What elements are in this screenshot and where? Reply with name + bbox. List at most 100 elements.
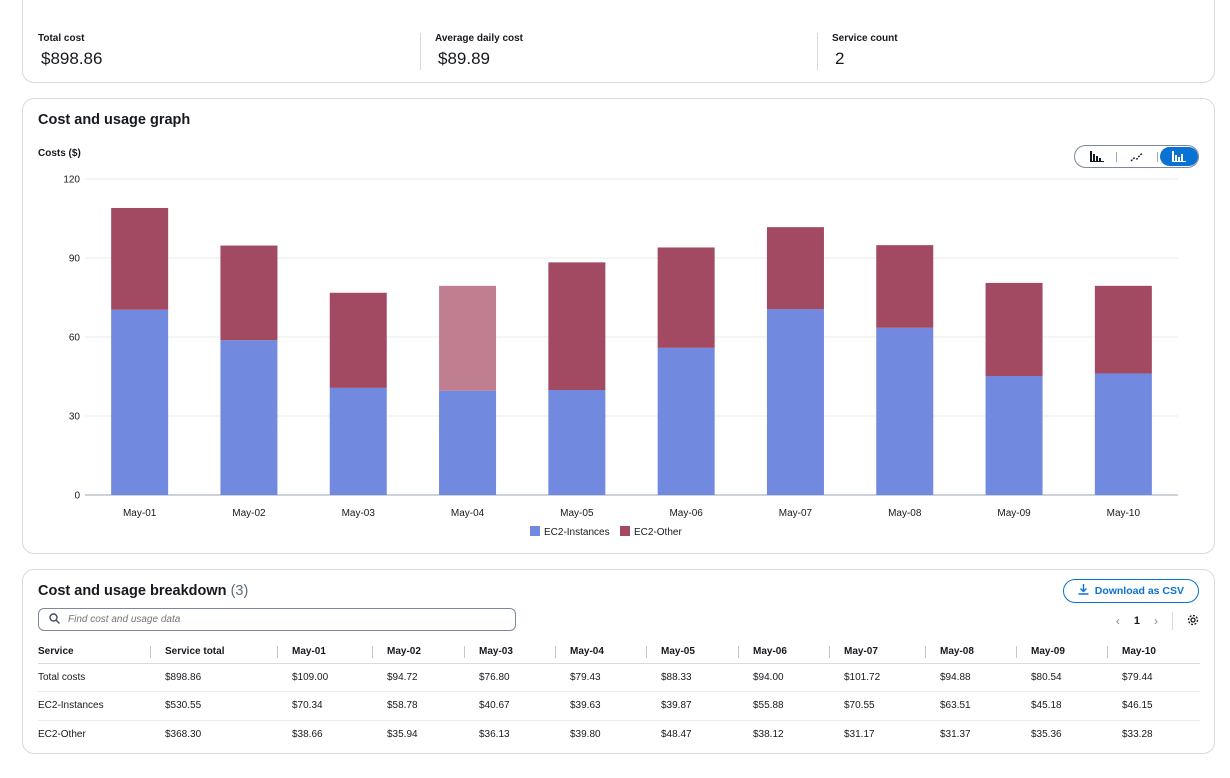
bar-may-08-ec2-instances[interactable] [876, 327, 934, 495]
x-tick-label: May-05 [560, 508, 594, 519]
settings-gear-icon[interactable] [1187, 614, 1199, 629]
column-header[interactable]: May-07 [829, 641, 940, 664]
download-icon [1078, 584, 1089, 598]
table-cell: $35.94 [387, 729, 418, 740]
table-cell: $55.88 [753, 691, 844, 721]
bar-may-05-ec2-instances[interactable] [548, 390, 606, 495]
bar-may-09-ec2-other[interactable] [985, 282, 1043, 377]
legend-swatch-ec2-other [620, 526, 630, 536]
table-cell: $368.30 [165, 729, 202, 740]
bar-may-02-ec2-other[interactable] [220, 245, 278, 341]
cost-usage-breakdown-card: Cost and usage breakdown (3) Download as… [22, 569, 1215, 754]
line-chart-icon[interactable] [1118, 147, 1156, 166]
legend-label-ec2-other[interactable]: EC2-Other [634, 527, 682, 538]
total-cost-metric: Total cost $898.86 [38, 33, 102, 69]
column-header[interactable]: May-10 [1107, 641, 1200, 664]
x-tick-label: May-09 [997, 508, 1031, 519]
y-tick-label: 0 [74, 491, 80, 502]
pager-divider [1172, 612, 1173, 630]
table-row: EC2-Other $368.30 $38.66 $35.94 $36.13 $… [38, 720, 1200, 749]
table-cell: $76.80 [479, 663, 570, 692]
bar-may-04-ec2-instances[interactable] [439, 390, 497, 495]
table-cell: $79.43 [570, 663, 661, 692]
bar-may-08-ec2-other[interactable] [876, 245, 934, 328]
table-row: Total costs $898.86 $109.00 $94.72 $76.8… [38, 663, 1200, 692]
y-tick-label: 60 [69, 333, 81, 344]
table-cell: $40.67 [479, 691, 570, 721]
page-number[interactable]: 1 [1133, 615, 1140, 627]
table-cell: $70.55 [844, 691, 940, 721]
service-count-label: Service count [832, 33, 898, 44]
table-cell: $94.72 [387, 663, 479, 692]
bar-may-06-ec2-other[interactable] [657, 247, 715, 348]
bar-may-04-ec2-other[interactable] [439, 285, 497, 391]
bar-may-06-ec2-instances[interactable] [657, 347, 715, 495]
table-cell: $46.15 [1122, 691, 1200, 721]
column-header[interactable]: May-03 [464, 641, 570, 664]
bar-may-10-ec2-instances[interactable] [1094, 373, 1152, 495]
search-box[interactable] [38, 608, 516, 631]
breakdown-table: Service Service total May-01 May-02 May-… [38, 641, 1200, 749]
search-icon [49, 611, 60, 629]
table-cell: $79.44 [1122, 663, 1200, 692]
chart-legend: EC2-Instances EC2-Other [530, 526, 682, 538]
y-tick-label: 30 [69, 412, 81, 423]
table-cell: $88.33 [661, 663, 753, 692]
pagination: ‹ 1 › [1116, 612, 1199, 630]
table-cell: $45.18 [1031, 691, 1122, 721]
table-cell: EC2-Other [38, 729, 86, 740]
column-header[interactable]: May-05 [646, 641, 753, 664]
metric-divider [420, 33, 421, 70]
table-cell: EC2-Instances [38, 691, 165, 721]
table-cell: $101.72 [844, 663, 940, 692]
breakdown-title: Cost and usage breakdown (3) [38, 583, 248, 599]
column-header[interactable]: May-09 [1016, 641, 1122, 664]
y-tick-label: 90 [69, 254, 81, 265]
bar-may-07-ec2-other[interactable] [766, 227, 824, 310]
x-tick-label: May-04 [451, 508, 485, 519]
bar-may-01-ec2-other[interactable] [111, 207, 169, 310]
chevron-right-icon[interactable]: › [1154, 614, 1158, 628]
summary-card: Total cost $898.86 Average daily cost $8… [22, 0, 1215, 83]
table-cell: Total costs [38, 663, 165, 692]
bar-may-07-ec2-instances[interactable] [766, 309, 824, 495]
legend-label-ec2-instances[interactable]: EC2-Instances [544, 527, 610, 538]
service-count-metric: Service count 2 [832, 33, 898, 69]
table-header-row: Service Service total May-01 May-02 May-… [38, 641, 1200, 664]
column-header[interactable]: May-04 [555, 641, 661, 664]
table-cell: $58.78 [387, 691, 479, 721]
search-input[interactable] [68, 614, 498, 625]
x-tick-label: May-02 [232, 508, 266, 519]
breakdown-count: (3) [230, 583, 249, 599]
stacked-bar-chart-icon[interactable] [1160, 147, 1198, 166]
column-header[interactable]: May-02 [372, 641, 479, 664]
chart-type-toggle[interactable] [1074, 145, 1199, 168]
x-tick-label: May-08 [888, 508, 922, 519]
bar-may-03-ec2-other[interactable] [329, 292, 387, 388]
column-header[interactable]: May-01 [277, 641, 387, 664]
column-header[interactable]: May-08 [925, 641, 1031, 664]
y-axis-label: Costs ($) [38, 148, 81, 159]
column-header[interactable]: May-06 [738, 641, 844, 664]
download-csv-button[interactable]: Download as CSV [1062, 579, 1199, 603]
table-cell: $94.88 [940, 663, 1031, 692]
download-csv-label: Download as CSV [1094, 585, 1184, 597]
column-header[interactable]: Service total [150, 641, 292, 664]
bar-may-01-ec2-instances[interactable] [111, 309, 169, 495]
chevron-left-icon[interactable]: ‹ [1115, 614, 1120, 628]
bar-may-09-ec2-instances[interactable] [985, 376, 1043, 495]
table-cell: $38.66 [292, 729, 323, 740]
bar-may-10-ec2-other[interactable] [1094, 285, 1152, 374]
table-cell: $31.37 [940, 729, 971, 740]
bar-may-03-ec2-instances[interactable] [329, 387, 387, 495]
bar-may-02-ec2-instances[interactable] [220, 340, 278, 495]
x-tick-label: May-07 [779, 508, 813, 519]
column-header[interactable]: Service [38, 641, 165, 664]
x-tick-label: May-03 [342, 508, 376, 519]
total-cost-value: $898.86 [41, 49, 103, 68]
bar-may-05-ec2-other[interactable] [548, 262, 606, 391]
toggle-separator [1116, 152, 1117, 162]
toggle-separator [1157, 152, 1158, 162]
avg-daily-cost-label: Average daily cost [435, 33, 524, 44]
bar-chart-icon[interactable] [1078, 147, 1116, 166]
